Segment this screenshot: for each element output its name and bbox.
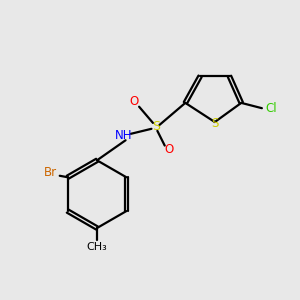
Text: CH₃: CH₃ bbox=[87, 242, 107, 252]
Text: NH: NH bbox=[115, 129, 132, 142]
Text: Cl: Cl bbox=[265, 102, 277, 115]
Text: O: O bbox=[164, 143, 174, 157]
Text: Br: Br bbox=[44, 166, 57, 179]
Text: S: S bbox=[152, 120, 160, 133]
Text: S: S bbox=[211, 117, 218, 130]
Text: O: O bbox=[130, 95, 139, 108]
